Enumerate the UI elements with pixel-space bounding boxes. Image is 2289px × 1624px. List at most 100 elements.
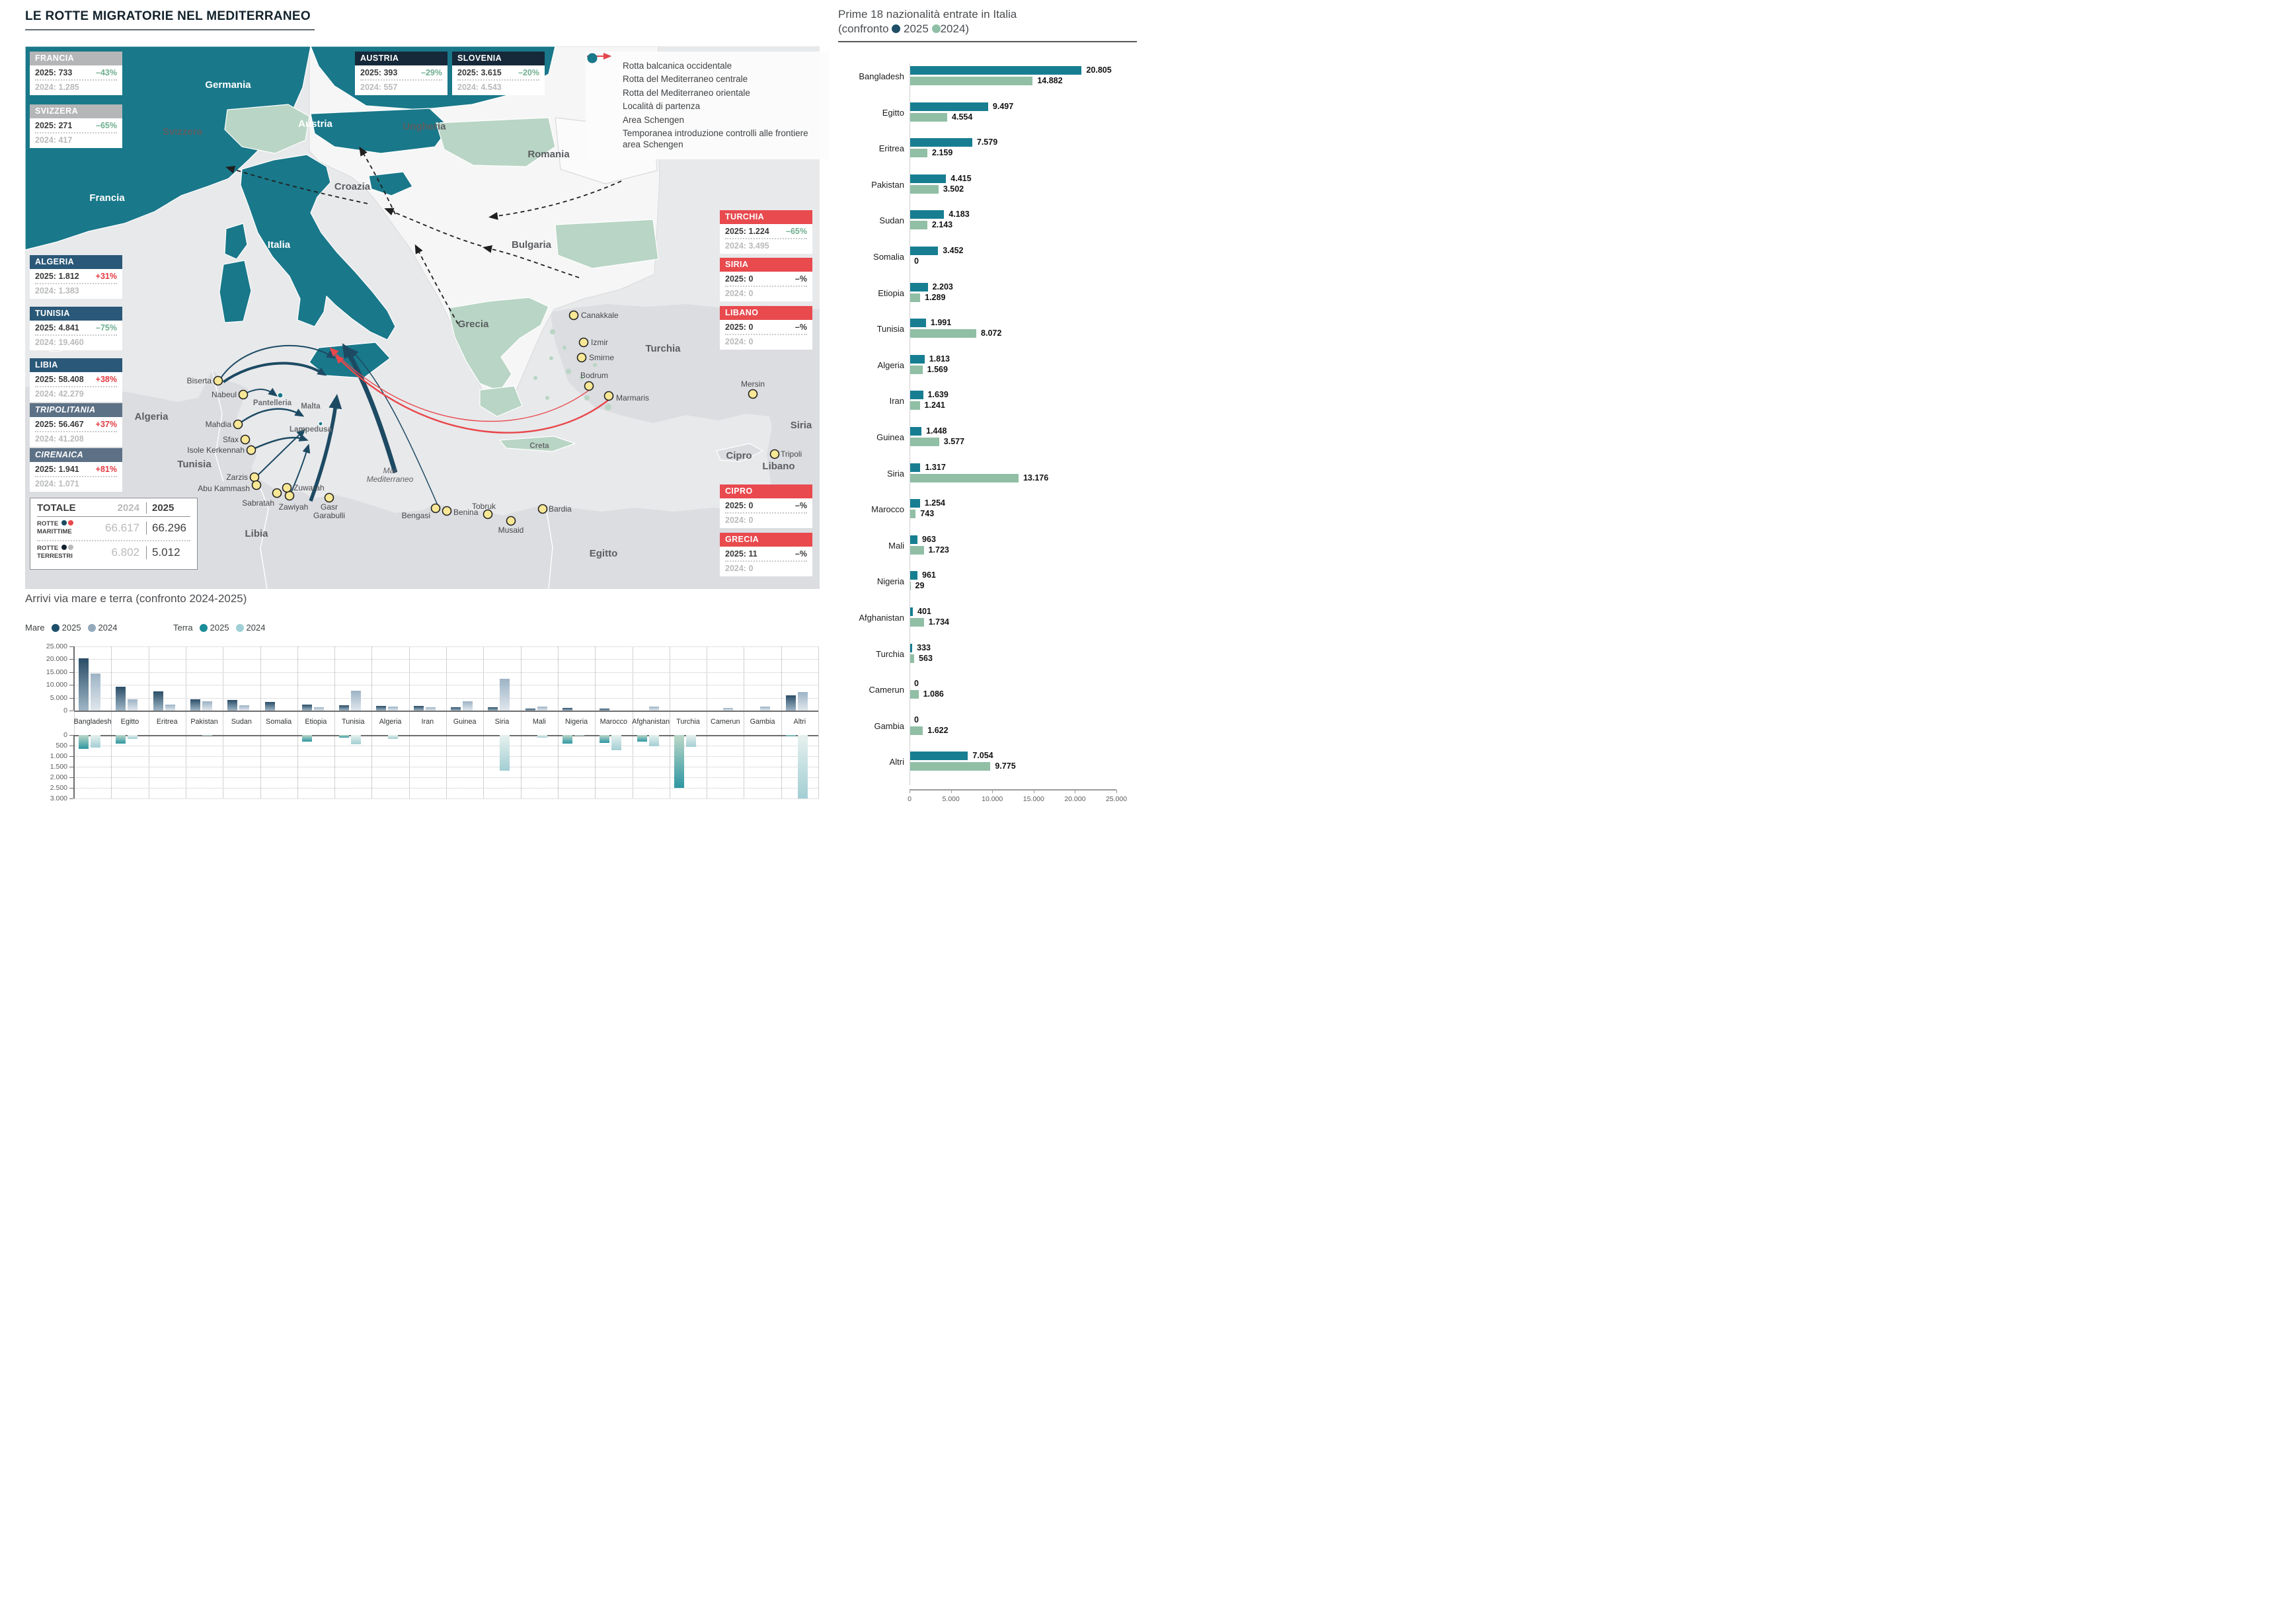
year-label: 2025:	[725, 227, 746, 236]
map-label-ungheria: Ungheria	[403, 121, 446, 132]
mare-bar-2024	[723, 707, 734, 711]
bar-2024	[910, 690, 919, 699]
category-label: Sudan	[879, 215, 904, 226]
terra-2025-dot	[199, 623, 208, 632]
category-label: Egitto	[882, 107, 904, 118]
callout-2024-row: 2024: 3.495	[725, 241, 807, 251]
totals-table-header: TOTALE 2024 2025	[37, 502, 190, 517]
terra-bar-2024	[797, 735, 808, 798]
value-label-2024: 2.159	[932, 148, 953, 158]
legend-dot-2024	[931, 24, 941, 33]
year-label: 2024:	[725, 289, 746, 298]
bar-2025	[910, 643, 913, 652]
land-zeroline	[74, 735, 818, 736]
chart-row-sudan: Sudan 4.183 2.143	[838, 208, 1145, 241]
bc-category-label: Sudan	[231, 718, 252, 726]
category-label: Etiopia	[878, 288, 904, 298]
value-2024: 4.543	[481, 83, 502, 92]
axis-tick	[992, 790, 993, 793]
mare-bar-2025	[116, 687, 126, 711]
year-label: 2025:	[35, 121, 56, 130]
callout-tripolitania: TRIPOLITANIA 2025: 56.467 +37% 2024: 41.208	[30, 403, 122, 447]
bc-category-label: Altri	[793, 718, 806, 726]
bar-2024	[910, 77, 1033, 85]
value-label-2025: 4.183	[949, 210, 970, 219]
value-2025: 271	[58, 121, 73, 130]
callout-pct: –%	[795, 501, 807, 510]
land-tick-label: 1.500	[50, 763, 67, 771]
legend-mare: Mare 2025 2024	[25, 623, 117, 633]
category-label: Bangladesh	[859, 71, 904, 81]
terra-bar-2024	[388, 735, 399, 740]
value-label-2024: 1.622	[927, 725, 949, 735]
bar-2025	[910, 138, 972, 147]
callout-body: 2025: 0 –% 2024: 0	[720, 320, 812, 350]
mare-bar-2025	[785, 695, 796, 711]
bc-category-label: Siria	[494, 718, 510, 726]
callout-pct: +37%	[95, 420, 117, 429]
value-label-2025: 1.317	[925, 462, 946, 472]
bar-2024	[910, 438, 939, 446]
route-mediterraneo-centrale	[220, 343, 438, 506]
land-tick-mark	[69, 735, 73, 736]
callout-body: 2025: 0 –% 2024: 0	[720, 272, 812, 301]
mare-bar-2025	[600, 708, 610, 711]
value-2025: 393	[383, 68, 398, 77]
callout-body: 2025: 1.812 +31% 2024: 1.383	[30, 269, 122, 299]
callout-2025-row: 2025: 393 –29%	[360, 68, 442, 77]
callout-divider	[35, 386, 117, 387]
mare-2024-label: 2024	[98, 623, 118, 633]
terra-bar-2025	[562, 735, 572, 744]
bar-2024	[910, 654, 915, 663]
value-label-2025: 961	[922, 570, 936, 580]
callout-pct: –65%	[786, 227, 807, 236]
legend-item-label: Rotta del Mediterraneo centrale	[623, 74, 748, 85]
bc-category-label: Pakistan	[190, 718, 218, 726]
chart-nazionalita-title: Prime 18 nazionalità entrate in Italia	[838, 8, 1017, 20]
map-label-creta: Creta	[529, 442, 549, 450]
callout-body: 2025: 1.224 –65% 2024: 3.495	[720, 224, 812, 254]
chart-arrivi-title: Arrivi via mare e terra (confronto 2024-…	[25, 592, 247, 605]
country-italia	[240, 154, 396, 340]
terra-2024-label: 2024	[246, 623, 266, 633]
bc-category-label: Guinea	[453, 718, 477, 726]
callout-body: 2025: 58.408 +38% 2024: 42.279	[30, 372, 122, 402]
sea-tick-label: 0	[63, 707, 67, 715]
callout-cipro: CIPRO 2025: 0 –% 2024: 0	[720, 484, 812, 528]
legend-item-label: Area Schengen	[623, 114, 685, 125]
bar-2024	[910, 184, 939, 194]
country-labels: Francia Germania Svizzera Austria Ungheria Ro…	[89, 79, 812, 559]
mare-bar-2025	[153, 691, 163, 711]
map-mediterranean: Francia Germania Svizzera Austria Ungheria Ro…	[25, 46, 829, 589]
year-label: 2025:	[35, 465, 56, 474]
land-tick-mark	[69, 756, 73, 757]
chart-row-gambia: Gambia 0 1.622	[838, 713, 1145, 746]
callout-divider	[725, 286, 807, 287]
value-label-2024: 4.554	[952, 112, 973, 122]
africa-borders	[212, 369, 553, 589]
city-dot-mersin	[748, 389, 758, 399]
chart-row-somalia: Somalia 3.452 0	[838, 244, 1145, 277]
callout-austria: AUSTRIA 2025: 393 –29% 2024: 557	[355, 52, 447, 95]
mare-bar-2025	[339, 705, 350, 711]
bc-category-label: Camerun	[711, 718, 740, 726]
city-label-zarzis: Zarzis	[226, 473, 248, 482]
bar-2025	[910, 210, 945, 219]
bar-2025	[910, 354, 925, 364]
chart-arrivi: Arrivi via mare e terra (confronto 2024-…	[0, 588, 826, 812]
bar-2025	[910, 752, 968, 761]
map-label-mar-mediterraneo: Mar Mediterraneo	[367, 466, 414, 484]
city-dot-mahdia	[233, 419, 243, 430]
mare-bar-2025	[413, 706, 424, 711]
city-dot-smirne	[576, 352, 587, 363]
mare-bar-2024	[537, 706, 547, 711]
terra-2025-label: 2025	[210, 623, 229, 633]
value-label-2025: 2.203	[932, 282, 953, 291]
callout-body: 2025: 0 –% 2024: 0	[720, 498, 812, 528]
bc-category-label: Bangladesh	[73, 718, 112, 726]
city-dot-sfax	[240, 434, 251, 445]
value-label-2025: 1.639	[927, 390, 949, 400]
chart-x-axis	[910, 789, 1116, 791]
value-label-2024: 9.775	[995, 761, 1016, 771]
category-label: Guinea	[876, 432, 904, 442]
